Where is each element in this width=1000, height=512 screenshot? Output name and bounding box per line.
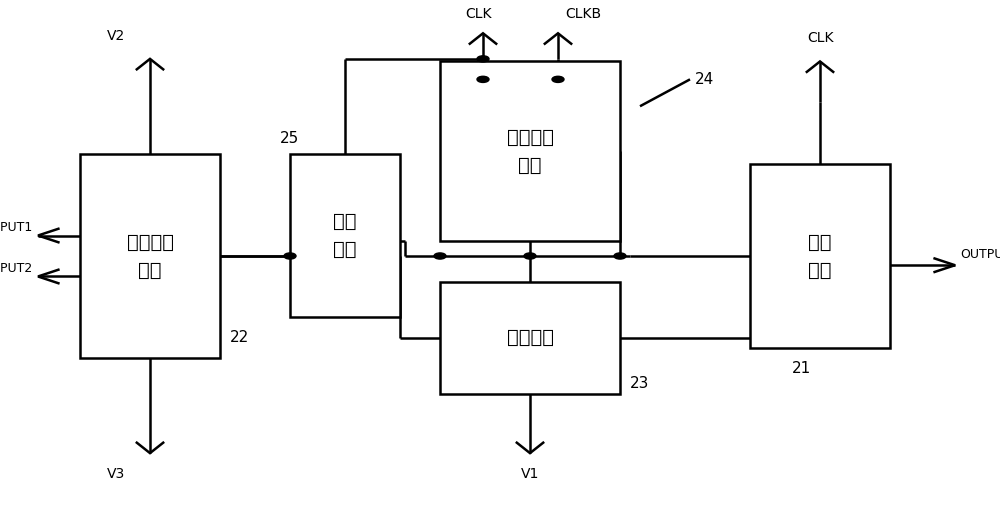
Circle shape: [284, 253, 296, 259]
Circle shape: [524, 253, 536, 259]
Text: 24: 24: [695, 72, 714, 87]
Circle shape: [477, 56, 489, 62]
Text: 25: 25: [280, 131, 299, 146]
Bar: [290, 154, 400, 317]
Text: 上拉
模块: 上拉 模块: [808, 232, 832, 280]
Bar: [440, 282, 620, 394]
Text: CLK: CLK: [807, 31, 833, 46]
Text: 23: 23: [630, 376, 649, 392]
Circle shape: [477, 76, 489, 82]
Bar: [440, 61, 620, 241]
Text: V1: V1: [521, 466, 539, 481]
Text: 21: 21: [792, 361, 811, 376]
Text: V2: V2: [107, 29, 125, 43]
Text: 22: 22: [230, 330, 249, 346]
Circle shape: [434, 253, 446, 259]
Text: CLKB: CLKB: [565, 7, 601, 22]
Text: INPUT1: INPUT1: [0, 221, 33, 234]
Circle shape: [614, 253, 626, 259]
Text: CLK: CLK: [465, 7, 491, 22]
Text: INPUT2: INPUT2: [0, 262, 33, 275]
Text: OUTPUT: OUTPUT: [960, 248, 1000, 262]
Text: 下拉模块: 下拉模块: [507, 328, 554, 348]
Text: 放电
模块: 放电 模块: [333, 212, 357, 259]
Text: V3: V3: [107, 466, 125, 481]
Bar: [750, 164, 890, 348]
Bar: [80, 154, 220, 358]
Text: 预充复位
模块: 预充复位 模块: [127, 232, 174, 280]
Circle shape: [552, 76, 564, 82]
Text: 下拉控制
模块: 下拉控制 模块: [507, 127, 554, 175]
